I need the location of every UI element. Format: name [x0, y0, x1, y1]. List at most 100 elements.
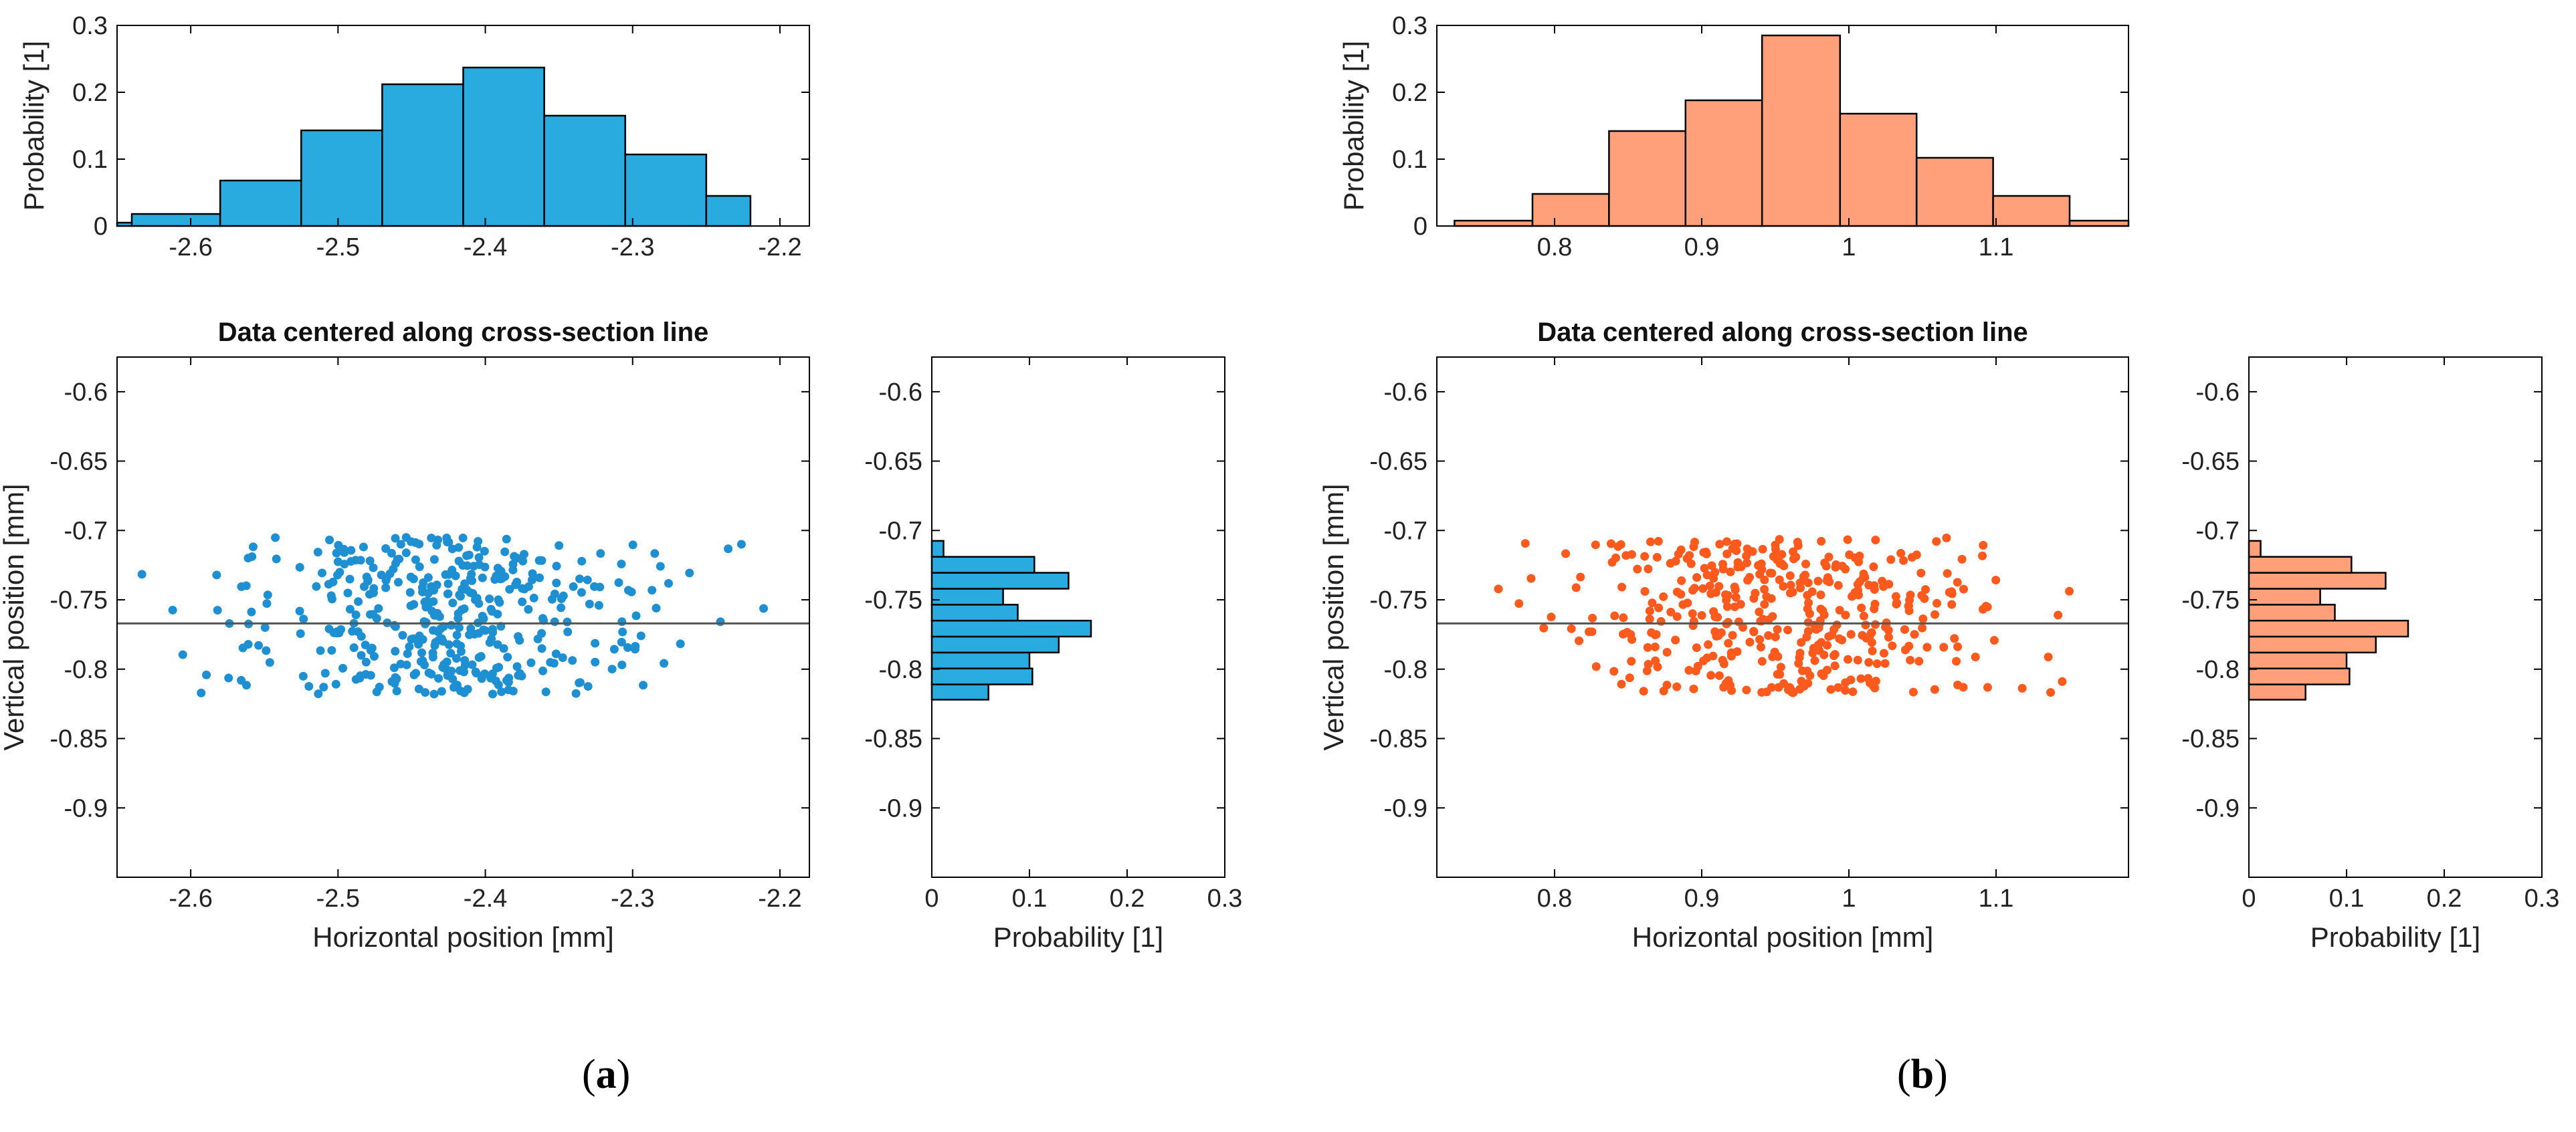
chart-title: Data centered along cross-section line: [1537, 318, 2028, 347]
scatter-point: [1795, 578, 1805, 588]
scatter-point: [332, 548, 341, 558]
scatter-point: [1908, 687, 1918, 697]
scatter-point: [1864, 658, 1874, 667]
histogram-bar: [930, 619, 1092, 638]
scatter-point: [359, 582, 369, 591]
histogram-bar: [2248, 540, 2262, 558]
x-axis-label: Horizontal position [mm]: [312, 921, 614, 953]
scatter-point: [1705, 581, 1714, 590]
scatter-point: [488, 689, 498, 699]
scatter-point: [414, 684, 423, 693]
scatter-point: [1732, 539, 1742, 548]
scatter-point: [537, 644, 547, 653]
x-tick-label: -2.4: [464, 233, 507, 261]
scatter-point: [336, 625, 346, 634]
scatter-point: [454, 556, 464, 566]
scatter-point: [1721, 590, 1730, 599]
histogram-bar: [2248, 588, 2321, 606]
scatter-point: [1591, 662, 1601, 671]
scatter-point: [1690, 538, 1699, 547]
scatter-point: [1672, 612, 1682, 621]
scatter-point: [411, 538, 420, 548]
scatter-point: [568, 656, 577, 665]
scatter-point: [1692, 643, 1701, 653]
scatter-point: [493, 640, 502, 649]
scatter-point: [1666, 558, 1675, 568]
y-tick-label: 0: [1413, 213, 1427, 241]
scatter-point: [724, 544, 733, 554]
scatter-point: [550, 589, 559, 598]
scatter-point: [1785, 588, 1795, 598]
scatter-point: [328, 577, 338, 586]
histogram-bar: [1454, 219, 1534, 227]
scatter-point: [432, 540, 441, 550]
scatter-point: [479, 625, 488, 635]
scatter-point: [488, 669, 497, 679]
x-tick-label: -2.5: [316, 885, 360, 913]
scatter-point: [1652, 552, 1662, 562]
scatter-point: [1640, 552, 1650, 561]
scatter-point: [524, 604, 533, 614]
scatter-point: [325, 535, 334, 544]
scatter-point: [1779, 582, 1788, 591]
scatter-point: [429, 555, 439, 564]
scatter-point: [1633, 564, 1642, 574]
scatter-point: [346, 557, 356, 566]
scatter-point: [1514, 599, 1524, 608]
scatter-point: [335, 568, 344, 577]
scatter-point: [478, 611, 487, 620]
scatter-point: [1819, 650, 1829, 659]
chart-b-scatter: 0.8 0.9 1 1.1 -0.6 -0.65 -0.7 -0.75 -0.8 -0.85 -0.…: [1318, 318, 2129, 953]
scatter-point: [1650, 643, 1660, 652]
scatter-point: [500, 547, 510, 556]
scatter-point: [1609, 667, 1619, 676]
scatter-point: [1906, 655, 1915, 665]
scatter-point: [1697, 610, 1706, 620]
scatter-point: [486, 604, 496, 614]
scatter-point: [1722, 537, 1731, 546]
scatter-point: [448, 544, 457, 554]
scatter-point: [320, 669, 330, 678]
scatter-point: [1959, 584, 1969, 594]
y-tick-label: -0.7: [2196, 517, 2240, 545]
scatter-point: [260, 623, 270, 633]
scatter-point: [1817, 536, 1826, 546]
scatter-point: [1795, 649, 1805, 658]
scatter-point: [1817, 638, 1826, 647]
scatter-point: [1846, 630, 1856, 639]
scatter-point: [319, 683, 328, 692]
scatter-point: [656, 562, 665, 571]
scatter-point: [618, 627, 627, 637]
y-tick-label: 0.3: [72, 12, 108, 40]
scatter-point: [1841, 686, 1850, 695]
scatter-point: [1685, 551, 1694, 560]
x-axis-label: Probability [1]: [993, 921, 1163, 953]
scatter-point: [374, 604, 383, 613]
scatter-point: [263, 590, 272, 600]
scatter-point: [428, 649, 437, 658]
scatter-point: [480, 669, 490, 679]
scatter-point: [1886, 555, 1896, 564]
scatter-point: [1751, 588, 1760, 598]
scatter-point: [494, 680, 503, 689]
x-axis-label: Probability [1]: [2310, 921, 2480, 953]
scatter-point: [2044, 653, 2053, 662]
scatter-point: [1760, 600, 1769, 609]
chart-a-side: 0 0.1 0.2 0.3 -0.6 -0.65 -0.7 -0.75 -0.8 -0.85 -0.…: [864, 356, 1242, 953]
scatter-point: [1561, 549, 1571, 558]
scatter-point: [541, 687, 551, 697]
scatter-point: [1834, 580, 1843, 590]
x-tick-label: 0: [924, 885, 938, 913]
scatter-point: [1880, 659, 1890, 668]
scatter-point: [420, 661, 429, 670]
histogram-bar: [930, 540, 945, 558]
scatter-point: [365, 556, 375, 566]
scatter-point: [262, 646, 271, 655]
scatter-point: [512, 662, 522, 671]
scatter-point: [617, 617, 627, 627]
scatter-point: [652, 604, 661, 613]
scatter-point: [1617, 679, 1626, 689]
plot-frame: [2248, 356, 2543, 878]
scatter-point: [346, 546, 356, 555]
scatter-point: [1702, 653, 1712, 663]
